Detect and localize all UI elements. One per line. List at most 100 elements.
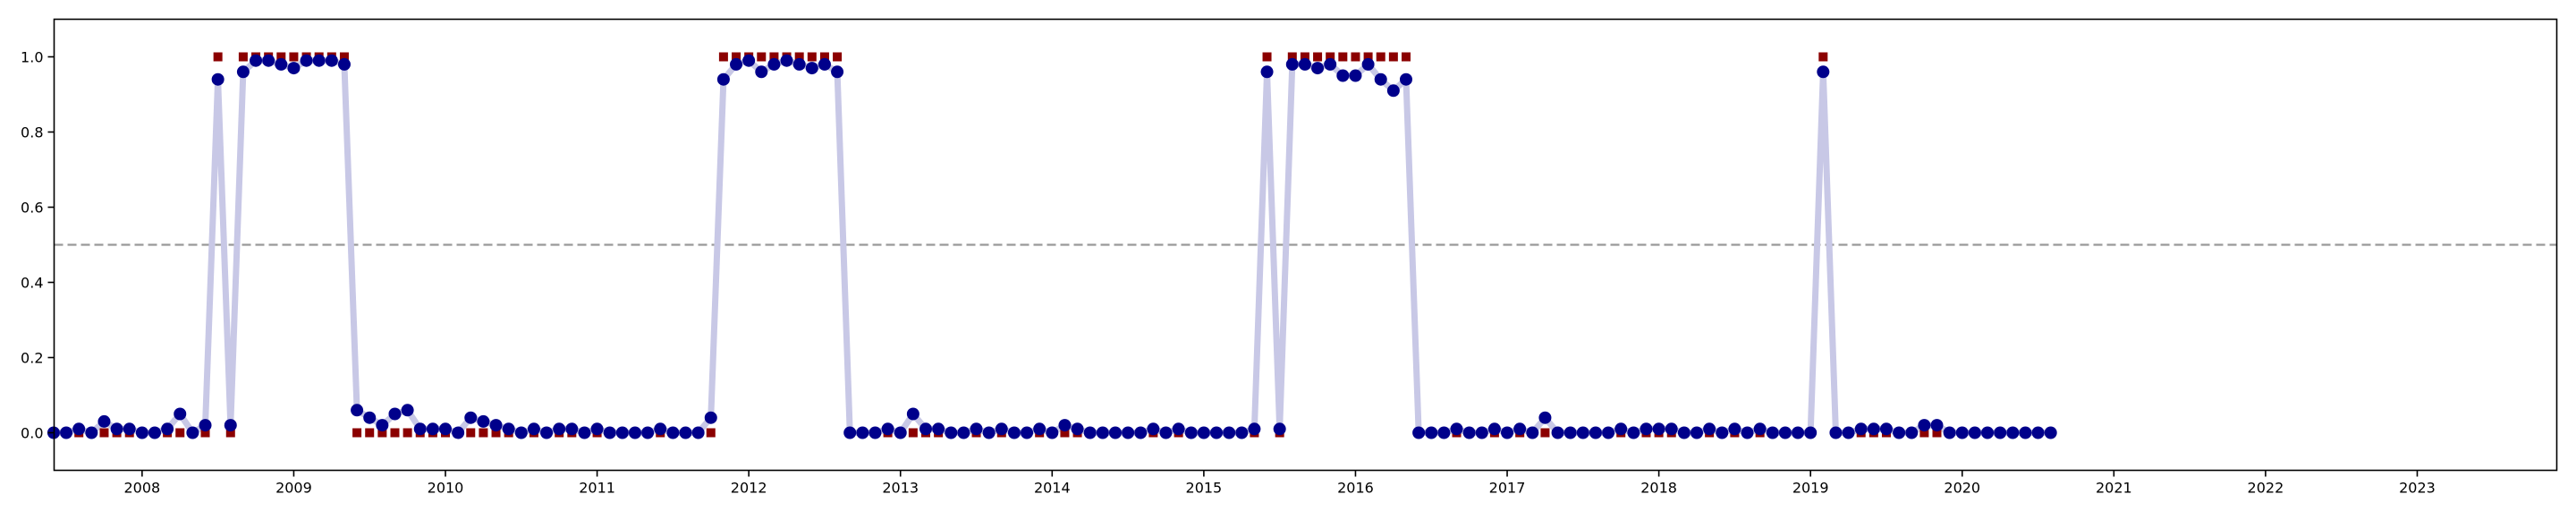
y-tick-label: 1.0 (21, 49, 43, 66)
label-marker (491, 428, 501, 438)
probability-marker (1324, 57, 1337, 71)
probability-marker (211, 72, 225, 86)
probability-marker (982, 426, 996, 439)
probability-marker (1096, 426, 1109, 439)
x-tick-label: 2014 (1034, 480, 1071, 497)
probability-marker-layer (47, 54, 2057, 439)
label-marker (466, 428, 476, 438)
probability-marker (1108, 426, 1122, 439)
probability-marker (1235, 426, 1249, 439)
probability-marker (1766, 426, 1779, 439)
label-marker (1376, 52, 1385, 62)
probability-marker (843, 426, 857, 439)
probability-marker (730, 57, 743, 71)
probability-marker (1134, 426, 1148, 439)
probability-marker (565, 422, 579, 436)
probability-marker (957, 426, 970, 439)
label-marker (276, 52, 286, 62)
probability-marker (1943, 426, 1956, 439)
probability-marker (704, 411, 717, 424)
probability-marker (1879, 422, 1893, 436)
probability-marker (691, 426, 705, 439)
probability-marker (666, 426, 680, 439)
probability-marker (199, 419, 212, 432)
probability-marker (1147, 422, 1160, 436)
probability-marker (1918, 419, 1931, 432)
probability-marker (1614, 422, 1628, 436)
probability-marker (363, 411, 377, 424)
probability-marker (1007, 426, 1021, 439)
y-axis: 0.0 0.2 0.4 0.6 0.8 1.0 (21, 49, 55, 442)
label-marker (175, 428, 185, 438)
probability-marker (312, 54, 326, 67)
probability-marker (1804, 426, 1818, 439)
probability-marker (1994, 426, 2007, 439)
probability-marker (1690, 426, 1704, 439)
probability-marker (1551, 426, 1564, 439)
probability-marker (1437, 426, 1451, 439)
label-marker (819, 52, 829, 62)
probability-marker (1627, 426, 1640, 439)
probability-marker (464, 411, 478, 424)
label-marker (238, 52, 248, 62)
probability-marker (780, 54, 793, 67)
probability-marker (1513, 422, 1527, 436)
probability-marker (1778, 426, 1792, 439)
probability-marker (628, 426, 641, 439)
probability-marker (945, 426, 958, 439)
probability-marker (1842, 426, 1855, 439)
probability-marker (742, 54, 756, 67)
probability-marker (856, 426, 869, 439)
probability-marker (250, 54, 263, 67)
label-marker (1262, 52, 1272, 62)
probability-marker (1741, 426, 1754, 439)
probability-marker (1197, 426, 1210, 439)
probability-marker (262, 54, 275, 67)
probability-marker (716, 72, 730, 86)
probability-marker (1829, 426, 1843, 439)
x-tick-label: 2023 (2399, 480, 2436, 497)
label-marker (402, 428, 412, 438)
probability-marker (1854, 422, 1868, 436)
label-marker (225, 428, 235, 438)
probability-marker (1285, 57, 1299, 71)
probability-marker (2044, 426, 2057, 439)
probability-marker (1563, 426, 1577, 439)
label-marker (200, 428, 210, 438)
probability-marker (1677, 426, 1690, 439)
probability-marker (1955, 426, 1969, 439)
label-marker (1818, 52, 1828, 62)
probability-marker (2006, 426, 2020, 439)
plot-frame (53, 18, 2558, 472)
probability-marker (1981, 426, 1995, 439)
probability-marker (275, 57, 288, 71)
y-tick-label: 0.0 (21, 425, 43, 442)
probability-marker (514, 426, 528, 439)
y-tick-label: 0.4 (21, 275, 43, 292)
probability-marker (236, 65, 250, 79)
x-tick-label: 2015 (1186, 480, 1223, 497)
label-marker (1287, 52, 1297, 62)
probability-marker (527, 422, 540, 436)
probability-marker (477, 414, 490, 428)
probability-marker (1223, 426, 1236, 439)
probability-marker (1930, 419, 1944, 432)
label-marker (339, 52, 349, 62)
probability-marker (1298, 57, 1311, 71)
probability-marker (401, 404, 414, 417)
x-tick-label: 2008 (123, 480, 160, 497)
probability-marker (224, 419, 237, 432)
probability-marker (1640, 422, 1653, 436)
label-marker (1300, 52, 1309, 62)
x-tick-label: 2009 (275, 480, 312, 497)
probability-marker (2019, 426, 2032, 439)
label-marker (833, 52, 843, 62)
probability-marker (1753, 422, 1767, 436)
probability-marker (1893, 426, 1906, 439)
probability-marker (641, 426, 655, 439)
probability-marker (489, 419, 503, 432)
probability-marker (2031, 426, 2045, 439)
probability-marker (325, 54, 338, 67)
x-tick-label: 2019 (1792, 480, 1829, 497)
